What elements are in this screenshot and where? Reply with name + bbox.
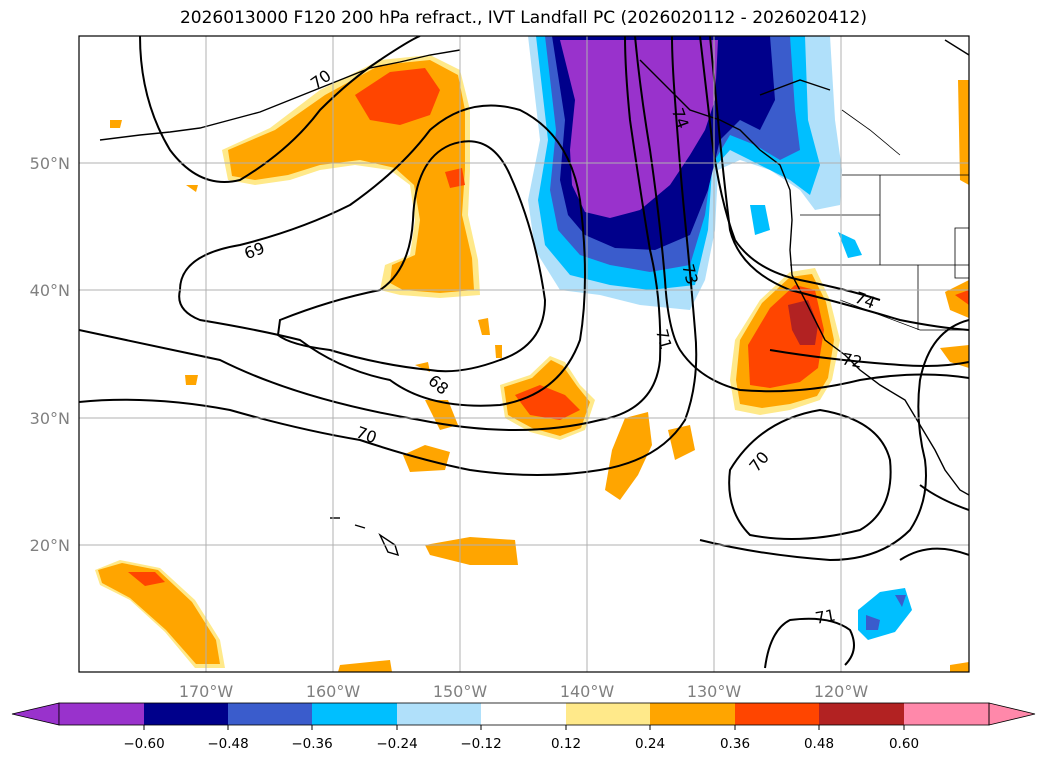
colorbar-tick-label: 0.48 [804,736,834,752]
colorbar-bin [312,703,397,725]
contour-label: 71 [652,327,676,352]
colorbar-under [11,702,60,726]
lat-label: 20°N [30,536,70,555]
positive-anomaly-regions [95,55,969,672]
colorbar-tick-label: −0.36 [291,736,332,752]
colorbar-bin [397,703,482,725]
colorbar-tick-label: −0.24 [376,736,417,752]
political-borders [790,109,969,331]
lon-label: 160°W [306,682,361,701]
colorbar-bin [735,703,820,725]
lon-label: 130°W [687,682,742,701]
contour-label: 72 [840,349,863,371]
refractivity-contours [79,36,969,669]
lat-label: 50°N [30,154,70,173]
lon-label: 170°W [179,682,234,701]
plot-area: 70 69 68 70 71 73 74 72 70 71 74 [79,36,969,672]
colorbar-bin [819,703,904,725]
colorbar-tick-label: −0.12 [460,736,501,752]
colorbar-bin [481,703,566,725]
colorbar-bin [904,703,989,725]
colorbar-over [988,702,1036,726]
coastlines [99,39,969,557]
colorbar-tick-label: −0.48 [207,736,248,752]
colorbar-tick-label: 0.36 [720,736,750,752]
colorbar-bin [228,703,313,725]
colorbar: −0.60 −0.48 −0.36 −0.24 −0.12 0.12 0.24 … [11,702,1036,752]
colorbar-tick-label: −0.60 [123,736,164,752]
lon-label: 150°W [433,682,488,701]
colorbar-bin [59,703,144,725]
lon-label: 140°W [560,682,615,701]
map-title: 2026013000 F120 200 hPa refract., IVT La… [179,8,867,28]
longitude-labels: 170°W 160°W 150°W 140°W 130°W 120°W [179,682,869,701]
colorbar-bin [144,703,229,725]
colorbar-bin [566,703,651,725]
lon-label: 120°W [814,682,869,701]
colorbar-tick-label: 0.12 [551,736,581,752]
colorbar-bin [650,703,735,725]
colorbar-tick-label: 0.24 [635,736,665,752]
plot-frame [78,35,970,673]
latitude-labels: 50°N 40°N 30°N 20°N [30,154,70,555]
contour-label: 73 [678,262,702,287]
contour-label: 71 [814,606,837,628]
lat-label: 40°N [30,281,70,300]
colorbar-tick-label: 0.60 [889,736,919,752]
gridlines [79,36,969,672]
lat-label: 30°N [30,409,70,428]
